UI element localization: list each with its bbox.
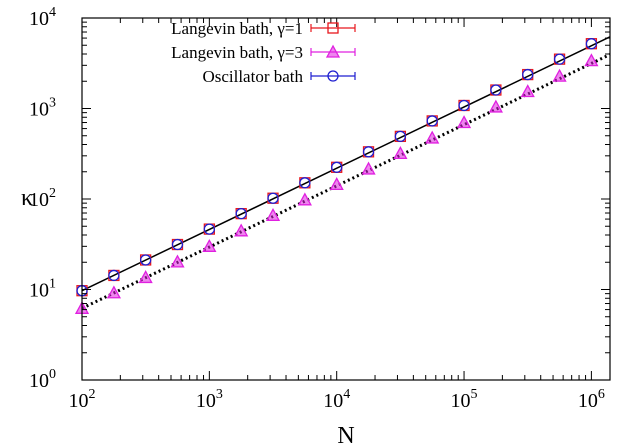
data-point bbox=[520, 84, 535, 98]
data-series bbox=[74, 38, 599, 314]
data-point bbox=[584, 53, 599, 67]
data-point bbox=[203, 223, 215, 235]
data-point bbox=[552, 68, 567, 82]
data-point bbox=[458, 99, 470, 112]
legend-label: Langevin bath, γ=3 bbox=[171, 43, 303, 62]
data-point bbox=[299, 177, 311, 189]
x-tick-label: 102 bbox=[69, 387, 96, 412]
data-point bbox=[522, 68, 534, 81]
y-tick-label: 104 bbox=[29, 5, 56, 30]
data-point bbox=[394, 130, 407, 143]
data-point bbox=[235, 207, 247, 220]
axis-ticks: 102 103 104 105 106 100 101 102 103 104 bbox=[29, 5, 610, 412]
legend-marker bbox=[325, 44, 341, 58]
x-tick-label: 104 bbox=[323, 387, 350, 412]
data-point bbox=[488, 99, 503, 113]
data-point bbox=[234, 223, 249, 237]
y-tick-label: 103 bbox=[29, 96, 56, 121]
y-tick-label: 101 bbox=[29, 277, 56, 302]
legend-marker bbox=[327, 70, 339, 82]
data-point bbox=[139, 254, 152, 266]
data-point bbox=[362, 146, 375, 158]
fit-lines bbox=[81, 36, 611, 310]
x-tick-label: 105 bbox=[451, 387, 478, 412]
data-point bbox=[456, 115, 472, 129]
data-point bbox=[331, 161, 343, 173]
data-point bbox=[170, 254, 185, 268]
y-tick-label: 100 bbox=[29, 367, 56, 392]
data-point bbox=[108, 269, 120, 282]
data-point bbox=[265, 207, 281, 221]
data-point bbox=[297, 192, 312, 206]
data-point bbox=[171, 238, 184, 251]
legend-label: Oscillator bath bbox=[202, 67, 303, 86]
data-point bbox=[426, 115, 438, 127]
y-axis-label: κ bbox=[21, 185, 33, 211]
data-point bbox=[361, 161, 376, 175]
x-tick-label: 103 bbox=[196, 387, 223, 412]
legend-label: Langevin bath, γ=1 bbox=[171, 19, 303, 38]
data-point bbox=[138, 270, 153, 284]
data-point bbox=[202, 238, 217, 252]
data-point bbox=[425, 130, 440, 144]
data-point bbox=[393, 146, 408, 160]
legend: Langevin bath, γ=1 Langevin bath, γ=3 Osci… bbox=[171, 19, 356, 86]
series-circle bbox=[76, 38, 598, 297]
y-tick-label: 102 bbox=[29, 186, 56, 211]
legend-marker bbox=[327, 22, 339, 34]
data-point bbox=[490, 84, 502, 96]
x-axis-label: N bbox=[337, 423, 354, 447]
data-point bbox=[329, 177, 344, 191]
series-triangle bbox=[74, 53, 599, 314]
data-point bbox=[585, 38, 598, 50]
data-point bbox=[106, 285, 121, 299]
x-tick-label: 106 bbox=[578, 387, 605, 412]
data-point bbox=[267, 192, 279, 204]
data-point bbox=[553, 53, 566, 65]
fit-line-solid bbox=[81, 36, 611, 292]
